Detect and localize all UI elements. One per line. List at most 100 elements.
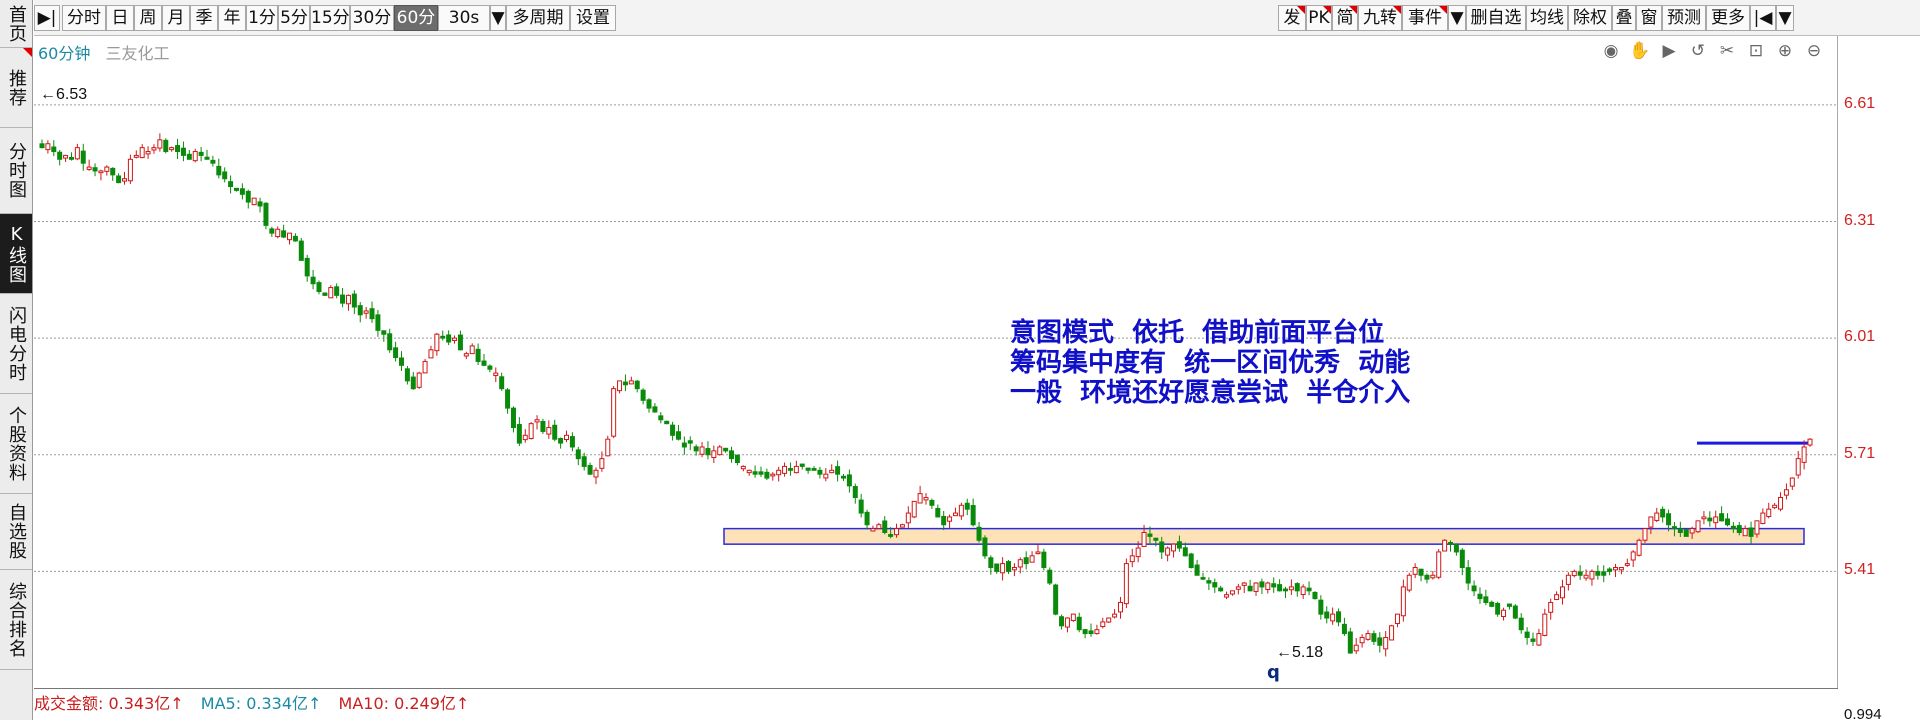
candle-down	[1259, 581, 1265, 588]
eye-icon[interactable]: ◉	[1603, 41, 1619, 61]
candle-up	[947, 516, 953, 522]
candle-down	[1324, 611, 1330, 619]
candle-up	[1648, 516, 1654, 528]
candle-down	[499, 376, 505, 390]
lock-icon[interactable]: ⊡	[1748, 41, 1764, 61]
period-tab[interactable]: 30s	[438, 5, 490, 31]
ma5-value: MA5: 0.334亿↑	[200, 694, 322, 713]
candle-up	[1241, 582, 1247, 586]
period-tab[interactable]: 周	[134, 5, 162, 31]
toolbar-button[interactable]: 九转	[1358, 5, 1402, 31]
candle-down	[175, 145, 181, 153]
toolbar-button[interactable]: 发	[1278, 5, 1306, 31]
sidebar-item[interactable]: 推荐	[0, 48, 32, 128]
sidebar-item[interactable]: 首页	[0, 0, 32, 48]
candle-down	[1218, 587, 1224, 592]
trade-note-line: 一般 环境还好愿意尝试 半仓介入	[1010, 378, 1411, 408]
zoom-in-icon[interactable]: ⊕	[1777, 41, 1793, 61]
period-tab[interactable]: 分时	[62, 5, 106, 31]
candle-up	[1630, 551, 1636, 561]
candle-up	[1760, 512, 1766, 525]
toolbar-button[interactable]: PK	[1306, 5, 1332, 31]
toolbar-button[interactable]: 删自选	[1466, 5, 1526, 31]
scissors-icon[interactable]: ✂	[1719, 41, 1735, 61]
settings-button[interactable]: 设置	[570, 5, 616, 31]
expand-left-icon[interactable]: ▶|	[34, 5, 60, 31]
candle-up	[1129, 555, 1135, 563]
candle-down	[1271, 583, 1277, 588]
sidebar-item[interactable]: 分时图	[0, 128, 32, 214]
candle-up	[63, 154, 69, 159]
hand-icon[interactable]: ✋	[1629, 41, 1651, 61]
period-tab[interactable]: 30分	[350, 5, 394, 31]
period-tab[interactable]: 年	[218, 5, 246, 31]
period-dropdown-icon[interactable]: ▼	[490, 5, 506, 31]
candle-up	[416, 372, 422, 388]
candle-down	[1736, 525, 1742, 533]
toolbar-menu-icon[interactable]: ▼	[1776, 5, 1794, 31]
candle-up	[463, 353, 469, 357]
multi-period-button[interactable]: 多周期	[506, 5, 570, 31]
kline-chart[interactable]	[34, 36, 1838, 688]
sidebar-item-label: 个股资料	[6, 405, 27, 482]
sidebar-item[interactable]: 闪电分时	[0, 294, 32, 394]
candle-up	[1229, 590, 1235, 595]
candle-up	[192, 151, 198, 162]
candle-up	[1330, 613, 1336, 622]
sidebar-item[interactable]: K线图	[0, 214, 32, 294]
candle-down	[116, 175, 122, 184]
candle-up	[1554, 594, 1560, 601]
candle-down	[281, 230, 287, 238]
candle-up	[522, 434, 528, 441]
candle-down	[298, 240, 304, 261]
toolbar-button[interactable]: 事件	[1402, 5, 1448, 31]
undo-icon[interactable]: ↺	[1690, 41, 1706, 61]
toolbar-button[interactable]: ▼	[1448, 5, 1466, 31]
candle-up	[169, 147, 175, 151]
candle-down	[404, 368, 410, 382]
new-flag-icon	[1349, 6, 1357, 14]
toolbar-button[interactable]: 更多	[1706, 5, 1750, 31]
zoom-out-icon[interactable]: ⊖	[1806, 41, 1822, 61]
candle-down	[1683, 529, 1689, 537]
period-tab[interactable]: 1分	[246, 5, 278, 31]
toolbar-button[interactable]: 预测	[1662, 5, 1706, 31]
candle-up	[1778, 497, 1784, 510]
toolbar-button[interactable]: 除权	[1568, 5, 1612, 31]
candle-up	[98, 170, 104, 174]
toolbar-button[interactable]: 均线	[1526, 5, 1568, 31]
period-tab[interactable]: 5分	[278, 5, 310, 31]
sidebar-item[interactable]: 个股资料	[0, 394, 32, 494]
candle-up	[86, 166, 92, 170]
candle-down	[322, 292, 328, 296]
sidebar-item[interactable]: 自选股	[0, 494, 32, 570]
candle-down	[658, 415, 664, 421]
candle-up	[1571, 570, 1577, 577]
toolbar-button[interactable]: 叠	[1612, 5, 1636, 31]
period-tab[interactable]: 日	[106, 5, 134, 31]
candle-down	[1607, 568, 1613, 572]
candle-down	[1277, 584, 1283, 592]
period-tab[interactable]: 60分	[394, 5, 438, 31]
candle-up	[434, 333, 440, 352]
ma10-value: MA10: 0.249亿↑	[338, 694, 470, 713]
toolbar-button[interactable]: 窗	[1636, 5, 1662, 31]
sidebar-item[interactable]: 综合排名	[0, 570, 32, 670]
new-flag-icon	[1323, 6, 1331, 14]
period-tab[interactable]: 季	[190, 5, 218, 31]
period-tab[interactable]: 月	[162, 5, 190, 31]
period-tab[interactable]: 15分	[310, 5, 350, 31]
candle-down	[245, 190, 251, 203]
candle-down	[57, 151, 63, 160]
candle-up	[746, 469, 752, 474]
candle-down	[1341, 623, 1347, 635]
play-icon[interactable]: ▶	[1662, 41, 1676, 61]
candle-down	[817, 469, 823, 475]
candle-down	[1418, 568, 1424, 576]
collapse-icon[interactable]: |◀	[1750, 5, 1776, 31]
candle-down	[316, 282, 322, 292]
toolbar-button[interactable]: 简	[1332, 5, 1358, 31]
candle-up	[1583, 574, 1589, 579]
candle-down	[634, 380, 640, 390]
candle-up	[899, 524, 905, 528]
